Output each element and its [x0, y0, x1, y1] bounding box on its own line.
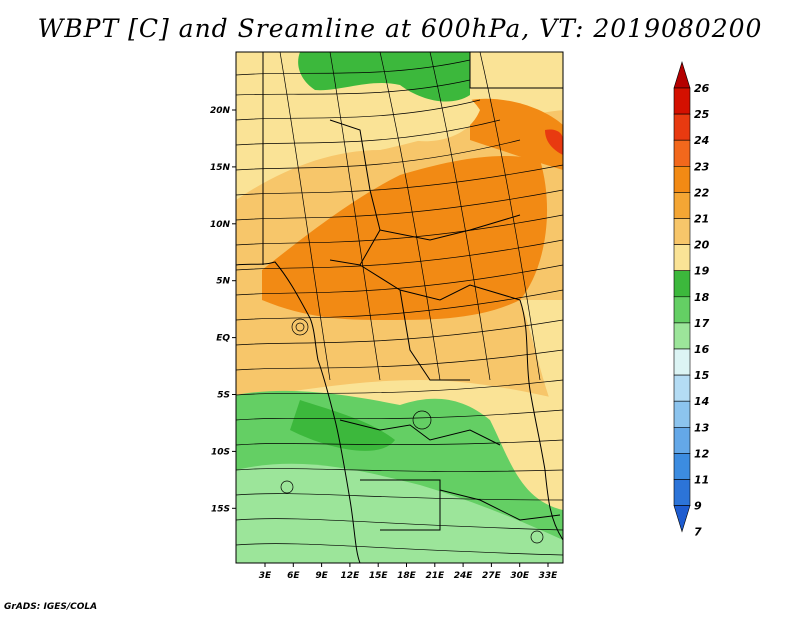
axis-ticks: 20N 15N 10N 5N EQ 5S 10S 15S 3E 6E 9E 12E 15E 18E 21E 2…	[210, 106, 558, 581]
colorbar-label: 25	[694, 108, 710, 121]
colorbar-label: 19	[694, 265, 710, 278]
streamlines	[236, 52, 563, 556]
grads-credit: GrADS: IGES/COLA	[4, 602, 98, 612]
colorbar-swatch	[673, 87, 691, 115]
lat-label: 5N	[216, 277, 230, 287]
lat-label: 15N	[210, 163, 231, 173]
wbpt-zone-16-south	[236, 463, 563, 563]
colorbar-swatch	[673, 218, 691, 245]
colorbar-label: 22	[694, 186, 710, 199]
chart-title: WBPT [C] and Sreamline at 600hPa, VT: 20…	[37, 14, 763, 43]
colorbar-swatch	[673, 479, 691, 506]
wbpt-zone-22-ne	[470, 98, 563, 170]
wbpt-zone-18-south	[290, 400, 395, 451]
colorbar-swatch	[673, 113, 691, 141]
colorbar-label: 12	[694, 447, 710, 460]
colorbar-label: 20	[694, 239, 710, 252]
colorbar-swatch	[673, 426, 691, 454]
lat-label: 20N	[210, 106, 231, 116]
colorbar-swatch	[673, 192, 691, 219]
colorbar-swatch	[673, 400, 691, 428]
lon-label: 12E	[341, 571, 361, 581]
lon-label: 24E	[454, 571, 474, 581]
colorbar-swatch	[673, 139, 691, 167]
lon-label: 6E	[287, 571, 300, 581]
colorbar: 26 25 24 23 22 21 20 19 18 17 16 15 14 13 12 11 9 7	[673, 60, 710, 539]
wbpt-zone-17-north	[298, 52, 470, 102]
colorbar-swatch	[673, 453, 691, 480]
colorbar-label: 17	[694, 317, 710, 330]
colorbar-top-arrow	[673, 60, 691, 89]
wbpt-zone-23	[545, 129, 563, 155]
colorbar-swatch	[673, 166, 691, 193]
colorbar-swatch	[673, 348, 691, 376]
colorbar-swatch	[673, 244, 691, 272]
colorbar-label: 24	[694, 134, 709, 147]
colorbar-label: 13	[694, 421, 710, 434]
lon-label: 15E	[369, 571, 389, 581]
map-panel	[236, 52, 563, 563]
colorbar-swatch	[673, 296, 691, 324]
lat-label: 15S	[211, 504, 230, 514]
colorbar-swatch	[673, 270, 691, 298]
colorbar-label: 9	[694, 500, 702, 513]
lat-label: 10S	[211, 447, 230, 457]
colorbar-label: 15	[694, 369, 710, 382]
lon-label: 9E	[315, 571, 328, 581]
lon-label: 21E	[425, 571, 445, 581]
colorbar-label: 18	[694, 291, 710, 304]
colorbar-label: 23	[694, 160, 710, 173]
colorbar-swatch	[673, 374, 691, 402]
country-borders	[236, 52, 563, 563]
colorbar-label: 21	[694, 213, 709, 226]
lon-label: 3E	[259, 571, 272, 581]
wbpt-zone-19-east	[520, 300, 563, 430]
lon-label: 18E	[397, 571, 417, 581]
colorbar-label: 26	[694, 82, 710, 95]
colorbar-label: 16	[694, 343, 710, 356]
colorbar-label: 14	[694, 395, 709, 408]
colorbar-swatch	[673, 322, 691, 350]
lat-label: 10N	[210, 220, 231, 230]
colorbar-label: 11	[694, 474, 709, 487]
lon-label: 33E	[539, 571, 559, 581]
lat-label: EQ	[216, 334, 230, 344]
colorbar-label: 7	[694, 526, 702, 539]
colorbar-bottom-arrow	[673, 505, 691, 533]
lat-label: 5S	[217, 391, 230, 401]
map-frame	[235, 51, 564, 564]
lon-label: 30E	[510, 571, 530, 581]
lon-label: 27E	[482, 571, 502, 581]
